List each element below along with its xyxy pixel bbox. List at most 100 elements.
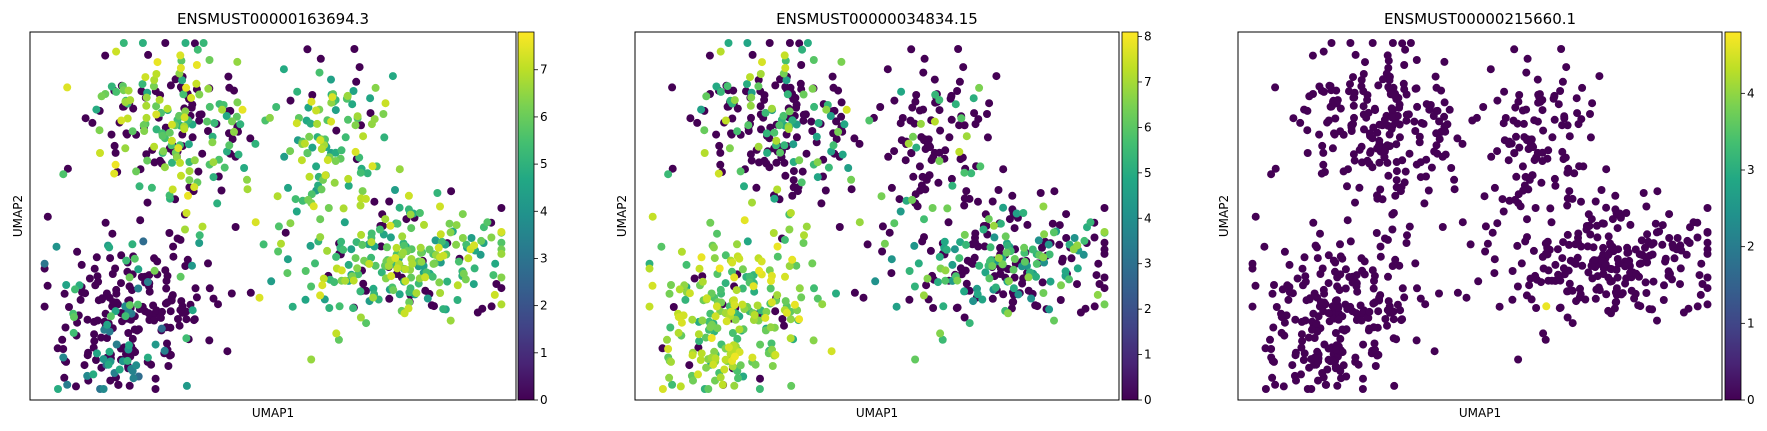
scatter-point (1402, 116, 1411, 125)
scatter-point (897, 87, 906, 96)
scatter-point (918, 172, 927, 181)
scatter-point (773, 242, 782, 251)
scatter-point (792, 100, 801, 109)
scatter-point (919, 291, 928, 300)
scatter-point (1468, 116, 1477, 125)
scatter-point (1315, 130, 1324, 139)
scatter-point (327, 75, 335, 84)
scatter-point (771, 307, 780, 316)
scatter-point (138, 39, 147, 47)
scatter-point (332, 252, 341, 261)
scatter-point (712, 130, 721, 139)
scatter-point (721, 116, 730, 125)
scatter-point (1533, 75, 1542, 84)
scatter-point (359, 279, 368, 288)
scatter-point (716, 373, 725, 382)
scatter-point (1568, 319, 1577, 328)
scatter-point (808, 84, 817, 93)
scatter-point (780, 321, 788, 330)
scatter-point (1673, 234, 1682, 242)
scatter-point (307, 355, 316, 364)
scatter-point (303, 149, 312, 157)
scatter-point (1488, 228, 1497, 237)
scatter-point (225, 83, 234, 92)
scatter-point (92, 356, 100, 364)
scatter-point (1079, 250, 1088, 259)
scatter-point (1576, 284, 1584, 293)
panel-1-colorbar (517, 31, 535, 401)
scatter-point (130, 254, 139, 263)
scatter-point (989, 221, 998, 230)
scatter-point (789, 176, 798, 185)
scatter-point (304, 103, 313, 112)
scatter-point (1578, 261, 1587, 270)
scatter-point (817, 199, 826, 208)
scatter-point (1405, 149, 1414, 158)
scatter-point (1375, 136, 1384, 145)
scatter-point (192, 79, 201, 88)
scatter-point (926, 143, 935, 152)
scatter-point (1577, 197, 1585, 206)
scatter-point (1479, 103, 1488, 111)
scatter-point (151, 340, 160, 349)
scatter-point (125, 341, 133, 350)
scatter-point (161, 266, 170, 275)
scatter-point (1548, 133, 1557, 142)
scatter-point (991, 283, 1000, 292)
scatter-point (291, 195, 300, 204)
scatter-point (1412, 336, 1421, 345)
scatter-point (1351, 198, 1359, 207)
scatter-point (101, 51, 110, 60)
scatter-point (1331, 296, 1340, 305)
scatter-point (780, 235, 789, 244)
scatter-point (767, 276, 775, 285)
scatter-point (109, 298, 118, 307)
scatter-point (706, 323, 715, 332)
scatter-point (781, 83, 790, 91)
scatter-point (1531, 204, 1540, 212)
scatter-point (1486, 65, 1495, 74)
scatter-point (976, 162, 985, 171)
scatter-point (969, 94, 978, 103)
scatter-point (497, 273, 506, 282)
scatter-point (1391, 255, 1400, 264)
scatter-point (312, 106, 321, 115)
scatter-point (844, 164, 853, 172)
scatter-point (871, 277, 880, 286)
scatter-point (428, 272, 437, 281)
scatter-point (950, 245, 959, 254)
scatter-point (1483, 239, 1492, 248)
scatter-point (999, 203, 1008, 212)
scatter-point (227, 289, 236, 298)
scatter-point (943, 204, 952, 213)
scatter-point (1599, 219, 1608, 228)
panel-2-xlabel: UMAP1 (856, 406, 898, 420)
panel-3-colorbar (1724, 31, 1742, 401)
scatter-point (912, 91, 921, 99)
scatter-point (236, 120, 245, 129)
scatter-point (1359, 70, 1368, 78)
scatter-point (1349, 101, 1358, 110)
scatter-point (354, 270, 363, 279)
scatter-point (978, 295, 987, 304)
scatter-point (909, 132, 917, 141)
scatter-point (94, 296, 103, 305)
scatter-point (125, 273, 134, 282)
scatter-point (927, 156, 936, 165)
scatter-point (1558, 254, 1567, 263)
scatter-point (785, 39, 794, 47)
scatter-point (92, 105, 101, 114)
scatter-point (1028, 245, 1037, 254)
scatter-point (1308, 51, 1317, 60)
scatter-point (301, 295, 310, 304)
scatter-point (1301, 277, 1310, 286)
scatter-point (956, 264, 965, 273)
scatter-point (1346, 39, 1355, 47)
scatter-point (43, 212, 52, 221)
panel-2-colorbar-ticks: 0 1 2 3 4 5 6 7 8 (1138, 30, 1152, 407)
scatter-point (1090, 233, 1099, 242)
scatter-point (1366, 148, 1375, 157)
scatter-point (781, 171, 790, 180)
scatter-point (1591, 294, 1600, 303)
scatter-point (167, 136, 176, 145)
